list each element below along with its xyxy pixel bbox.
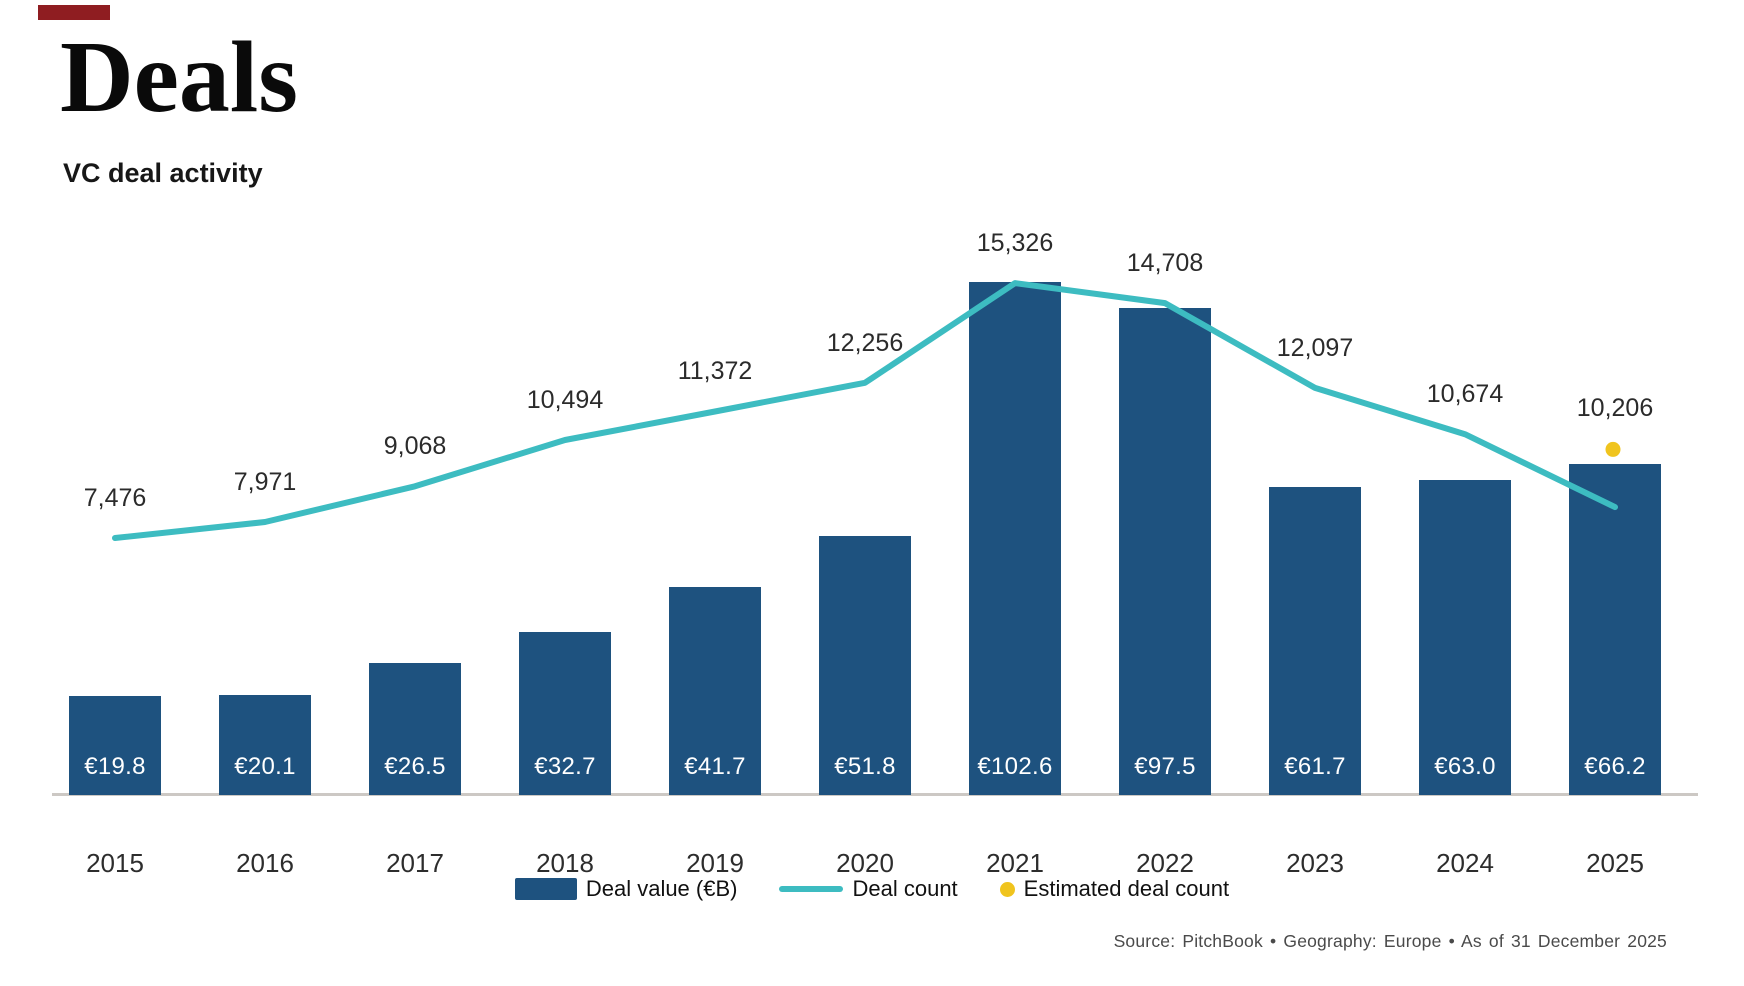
bar-value-label: €61.7	[1284, 753, 1346, 780]
deal-value-bar-2016: €20.1	[219, 694, 311, 795]
deal-count-label-2017: 9,068	[383, 432, 447, 461]
deal-count-label-2022: 14,708	[1126, 249, 1204, 278]
bar-value-label: €63.0	[1434, 753, 1496, 780]
legend: Deal value (€B) Deal count Estimated dea…	[0, 876, 1744, 902]
deal-count-line	[112, 280, 1618, 541]
year-label-2015: 2015	[86, 848, 144, 878]
source-note: Source: PitchBook • Geography: Europe • …	[1113, 931, 1667, 951]
bar-value-label: €26.5	[384, 753, 446, 780]
deal-count-label-2019: 11,372	[677, 357, 753, 386]
deal-count-line-swatch-icon	[779, 886, 844, 892]
deal-value-bar-2025: €66.2	[1569, 464, 1661, 795]
deal-count-label-2024: 10,674	[1426, 380, 1504, 409]
deal-count-label-2016: 7,971	[233, 467, 297, 496]
estimated-deal-count-dot	[1605, 441, 1621, 457]
year-label-2021: 2021	[986, 848, 1044, 878]
deal-value-bar-2018: €32.7	[519, 631, 611, 795]
deal-count-label-2018: 10,494	[526, 386, 604, 414]
legend-label-deal-value: Deal value (€B)	[585, 876, 738, 901]
bar-value-label: €51.8	[834, 753, 896, 780]
year-label-2016: 2016	[236, 848, 294, 878]
bar-value-label: €102.6	[977, 753, 1053, 780]
deal-value-bar-2024: €63.0	[1419, 480, 1511, 795]
bar-value-label: €19.8	[84, 753, 146, 780]
legend-item-deal-count: Deal count	[779, 876, 958, 902]
bar-value-label: €20.1	[234, 753, 296, 780]
deal-value-bar-2023: €61.7	[1269, 486, 1361, 795]
deal-value-bar-2015: €19.8	[69, 696, 161, 795]
year-label-2019: 2019	[686, 848, 744, 878]
year-label-2017: 2017	[386, 848, 444, 878]
year-label-2020: 2020	[836, 848, 894, 878]
deal-value-bar-2021: €102.6	[969, 282, 1061, 795]
bar-value-label: €66.2	[1584, 753, 1646, 780]
deal-count-label-2021: 15,326	[976, 229, 1054, 258]
deal-value-bar-2017: €26.5	[369, 662, 461, 795]
accent-bar	[38, 5, 110, 20]
deal-value-swatch-icon	[514, 878, 577, 900]
legend-item-deal-value: Deal value (€B)	[514, 876, 738, 902]
deal-value-bar-2022: €97.5	[1119, 307, 1211, 795]
deal-count-label-2020: 12,256	[826, 328, 904, 357]
legend-item-estimated-deal-count: Estimated deal count	[999, 876, 1230, 902]
year-label-2023: 2023	[1286, 848, 1344, 878]
year-label-2022: 2022	[1136, 848, 1194, 878]
chart-title: VC deal activity	[63, 158, 263, 188]
page-title: Deals	[60, 21, 298, 134]
legend-label-deal-count: Deal count	[852, 876, 958, 901]
deal-value-bar-2020: €51.8	[819, 536, 911, 795]
legend-label-estimated-deal-count: Estimated deal count	[1023, 876, 1230, 901]
deal-count-label-2015: 7,476	[83, 484, 147, 513]
bar-value-label: €41.7	[684, 753, 746, 780]
deal-value-bar-2019: €41.7	[669, 586, 761, 795]
estimated-deal-count-dot-icon	[999, 881, 1015, 897]
bar-value-label: €97.5	[1134, 753, 1196, 780]
year-label-2018: 2018	[536, 848, 594, 878]
year-label-2025: 2025	[1586, 848, 1644, 878]
year-label-2024: 2024	[1436, 848, 1494, 878]
estimated-deal-count-label-2025: 10,206	[1576, 394, 1654, 423]
bar-value-label: €32.7	[534, 753, 596, 780]
deal-count-label-2023: 12,097	[1276, 333, 1354, 362]
